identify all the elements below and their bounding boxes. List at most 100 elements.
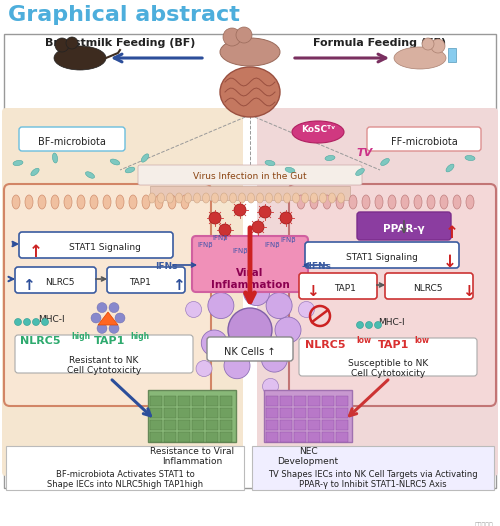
Text: high: high — [71, 332, 90, 341]
Bar — [322, 408, 334, 418]
Ellipse shape — [274, 193, 281, 203]
FancyBboxPatch shape — [299, 338, 477, 376]
Ellipse shape — [148, 193, 156, 203]
Text: IFNβ: IFNβ — [280, 237, 296, 243]
Ellipse shape — [230, 193, 236, 203]
Ellipse shape — [266, 159, 274, 167]
Bar — [150, 432, 162, 442]
Ellipse shape — [336, 195, 344, 209]
Bar — [150, 186, 350, 200]
Bar — [266, 396, 278, 406]
Bar — [280, 396, 292, 406]
FancyBboxPatch shape — [6, 446, 244, 490]
Ellipse shape — [212, 193, 218, 203]
Ellipse shape — [116, 195, 124, 209]
Ellipse shape — [362, 195, 370, 209]
Text: IFNs: IFNs — [155, 262, 178, 271]
Ellipse shape — [256, 193, 264, 203]
Text: NEC
Development: NEC Development — [278, 447, 338, 467]
Text: ↑: ↑ — [29, 243, 43, 261]
Bar — [336, 432, 348, 442]
Bar — [178, 396, 190, 406]
Bar — [280, 408, 292, 418]
Text: Formula Feeding (FF): Formula Feeding (FF) — [314, 38, 446, 48]
Bar — [322, 432, 334, 442]
Bar — [150, 396, 162, 406]
Ellipse shape — [54, 46, 106, 70]
Text: low: low — [414, 336, 429, 345]
Circle shape — [262, 266, 278, 281]
Text: NLRC5: NLRC5 — [45, 278, 75, 287]
Bar — [178, 420, 190, 430]
Ellipse shape — [77, 195, 85, 209]
Ellipse shape — [168, 195, 176, 209]
Bar — [308, 396, 320, 406]
Bar — [220, 420, 232, 430]
Ellipse shape — [220, 67, 280, 117]
FancyBboxPatch shape — [2, 108, 243, 476]
Bar — [280, 432, 292, 442]
FancyBboxPatch shape — [15, 267, 96, 293]
Circle shape — [223, 28, 241, 46]
Circle shape — [244, 280, 270, 306]
Text: MHC-I: MHC-I — [38, 315, 64, 324]
Bar — [308, 432, 320, 442]
Ellipse shape — [126, 166, 134, 174]
Bar — [192, 420, 204, 430]
Circle shape — [14, 319, 21, 326]
Circle shape — [422, 38, 434, 50]
Ellipse shape — [297, 195, 305, 209]
Ellipse shape — [328, 193, 336, 203]
FancyBboxPatch shape — [252, 446, 494, 490]
Text: Graphical abstract: Graphical abstract — [8, 5, 240, 25]
Ellipse shape — [380, 159, 390, 165]
FancyBboxPatch shape — [15, 335, 193, 373]
FancyBboxPatch shape — [207, 337, 293, 361]
FancyBboxPatch shape — [367, 127, 481, 151]
Circle shape — [97, 323, 107, 333]
Text: BF-microbiota Activates STAT1 to
Shape IECs into NLRC5high TAP1high: BF-microbiota Activates STAT1 to Shape I… — [47, 470, 203, 489]
Bar — [206, 396, 218, 406]
Bar — [336, 408, 348, 418]
Text: KoSCᵀᵛ: KoSCᵀᵛ — [301, 126, 335, 135]
Bar — [266, 420, 278, 430]
Ellipse shape — [440, 195, 448, 209]
Text: STAT1 Signaling: STAT1 Signaling — [69, 243, 141, 252]
Ellipse shape — [194, 193, 200, 203]
Circle shape — [209, 212, 221, 224]
Circle shape — [356, 321, 364, 329]
Text: IFNβ: IFNβ — [264, 242, 280, 248]
Text: IFNβ: IFNβ — [197, 242, 213, 248]
Circle shape — [91, 313, 101, 323]
Circle shape — [109, 323, 119, 333]
FancyBboxPatch shape — [305, 242, 459, 268]
Ellipse shape — [466, 154, 474, 162]
Ellipse shape — [238, 193, 246, 203]
Ellipse shape — [32, 167, 38, 177]
Bar — [192, 408, 204, 418]
Bar — [206, 408, 218, 418]
Text: MHC-I: MHC-I — [378, 318, 404, 327]
FancyBboxPatch shape — [107, 267, 185, 293]
Circle shape — [208, 292, 234, 319]
FancyBboxPatch shape — [4, 34, 496, 488]
Ellipse shape — [375, 195, 383, 209]
Circle shape — [298, 301, 314, 318]
Bar — [266, 408, 278, 418]
Text: Viral
Inflammation: Viral Inflammation — [210, 268, 290, 290]
Bar — [264, 390, 352, 442]
Ellipse shape — [142, 195, 150, 209]
Bar — [294, 396, 306, 406]
Circle shape — [259, 206, 271, 218]
Text: TAP1: TAP1 — [378, 340, 410, 350]
FancyBboxPatch shape — [4, 184, 211, 406]
Text: ↑: ↑ — [22, 278, 35, 293]
Circle shape — [24, 319, 30, 326]
Text: TV: TV — [357, 148, 373, 158]
Text: ↓: ↓ — [462, 284, 474, 299]
Bar — [164, 420, 176, 430]
Ellipse shape — [323, 195, 331, 209]
Circle shape — [275, 317, 301, 343]
Bar — [294, 432, 306, 442]
Circle shape — [266, 292, 292, 319]
